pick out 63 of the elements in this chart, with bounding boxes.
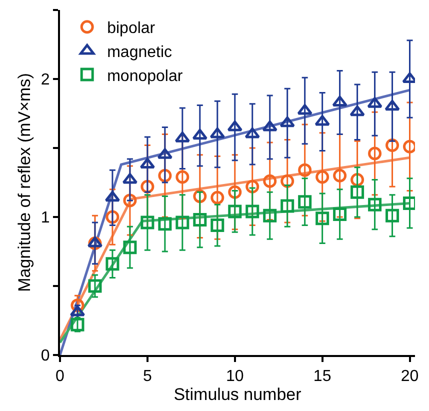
point xyxy=(332,96,348,106)
point xyxy=(210,218,224,232)
point xyxy=(228,204,242,218)
point xyxy=(297,104,312,115)
y-axis-title: Magnitude of reflex (mV×ms) xyxy=(14,73,34,292)
point xyxy=(280,174,294,188)
point xyxy=(106,210,120,224)
y-tick-label: 1 xyxy=(40,210,50,227)
point xyxy=(350,185,364,199)
x-tick-label: 20 xyxy=(400,368,419,386)
point xyxy=(244,127,260,138)
point xyxy=(280,199,294,213)
point xyxy=(210,190,224,204)
point xyxy=(106,257,120,271)
point xyxy=(246,204,260,218)
point xyxy=(158,217,172,231)
legend-label: magnetic xyxy=(107,44,172,61)
point xyxy=(384,100,400,111)
point xyxy=(246,180,260,194)
x-tick-label: 0 xyxy=(56,368,65,386)
point xyxy=(386,208,400,222)
point xyxy=(333,207,347,221)
point xyxy=(350,172,364,186)
point xyxy=(228,185,242,199)
point xyxy=(140,216,154,230)
point xyxy=(368,198,382,212)
point xyxy=(316,170,330,184)
point xyxy=(367,97,382,108)
point xyxy=(158,168,172,182)
point xyxy=(70,318,84,332)
point xyxy=(298,195,312,209)
point xyxy=(368,146,382,160)
point xyxy=(316,212,330,226)
point xyxy=(176,216,190,230)
point xyxy=(88,279,102,293)
point xyxy=(298,163,312,177)
y-tick-label: 0 xyxy=(40,348,50,365)
x-tick-label: 10 xyxy=(226,368,244,386)
point xyxy=(386,138,400,152)
point xyxy=(314,115,330,126)
point xyxy=(350,105,365,116)
point xyxy=(227,120,242,132)
point xyxy=(333,168,347,182)
point xyxy=(123,194,137,208)
point xyxy=(193,190,207,204)
legend-label: bipolar xyxy=(107,20,156,38)
point xyxy=(263,174,277,188)
x-tick-label: 15 xyxy=(313,368,332,386)
point xyxy=(280,116,295,128)
y-tick-label: 2 xyxy=(40,72,50,89)
legend-label: monopolar xyxy=(107,68,184,85)
x-axis-title: Stimulus number xyxy=(174,385,302,404)
point xyxy=(140,158,156,169)
point xyxy=(263,208,277,222)
point xyxy=(262,120,278,132)
point xyxy=(193,213,207,227)
point xyxy=(192,128,208,140)
point xyxy=(123,240,137,254)
point xyxy=(176,170,190,184)
x-tick-label: 5 xyxy=(142,368,152,386)
point xyxy=(104,190,120,202)
point xyxy=(210,127,225,138)
point xyxy=(122,172,138,184)
